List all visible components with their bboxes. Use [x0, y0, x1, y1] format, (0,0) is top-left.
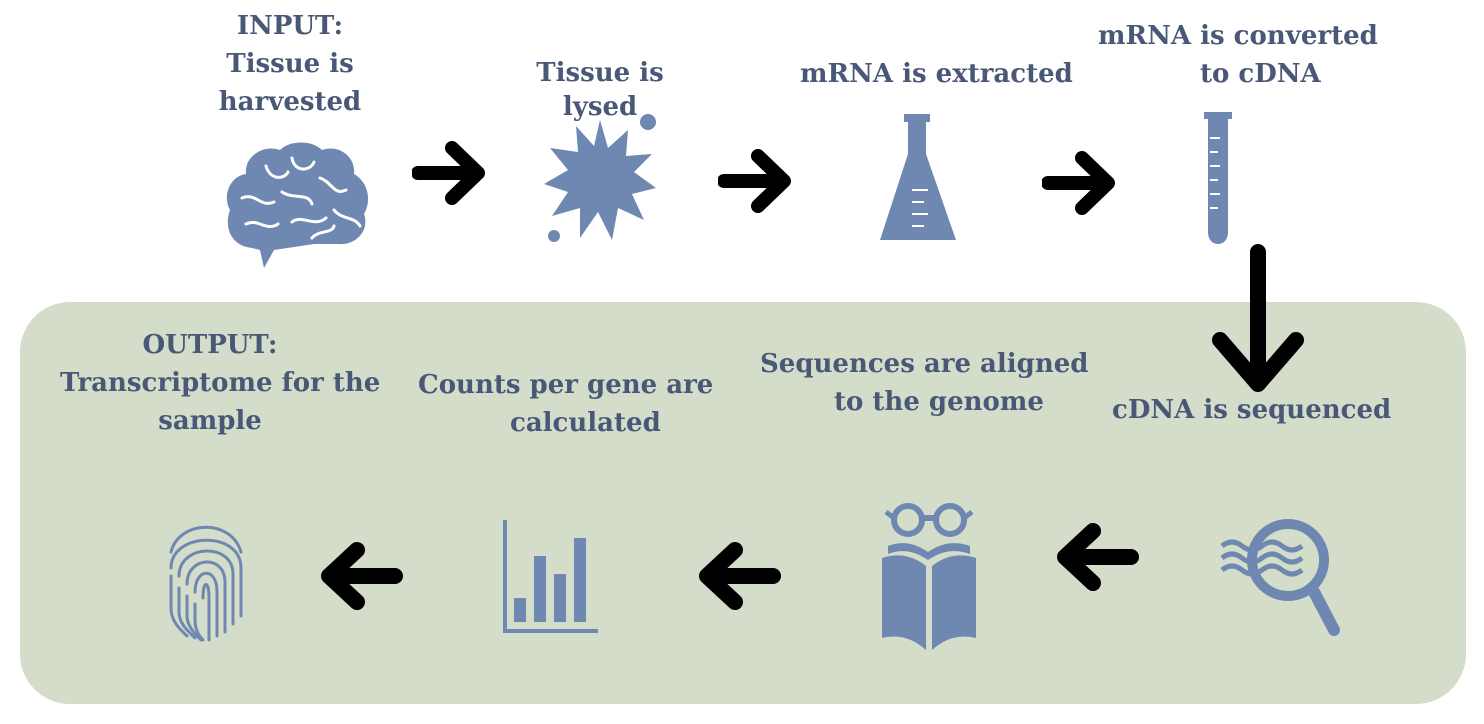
label-line: cDNA is sequenced	[1112, 395, 1392, 425]
arrow-left-icon	[1053, 521, 1139, 593]
label-line: mRNA is converted	[1098, 21, 1378, 51]
label-line: lysed	[562, 92, 638, 122]
arrow-left-icon	[695, 540, 781, 612]
arrow-left-icon	[317, 540, 403, 612]
label-line: sample	[158, 406, 262, 436]
fingerprint-icon	[165, 512, 247, 644]
flask-icon	[874, 110, 964, 246]
step-label-extraction: mRNA is extracted	[800, 55, 1073, 93]
label-line: harvested	[218, 87, 362, 117]
arrow-right-icon	[718, 146, 794, 216]
label-line: Sequences are aligned	[760, 349, 1089, 379]
book-reader-icon	[878, 498, 980, 652]
label-line: OUTPUT:	[142, 330, 278, 360]
step-label-sequencing: cDNA is sequenced	[1112, 391, 1391, 429]
step-label-counting: Counts per gene are calculated	[418, 366, 713, 442]
arrow-down-icon	[1210, 244, 1306, 396]
label-line: mRNA is extracted	[800, 59, 1073, 89]
label-line: Transcriptome for the	[60, 368, 381, 398]
label-line: Tissue is	[536, 58, 664, 88]
arrow-right-icon	[412, 138, 488, 208]
step-label-harvest: INPUT: Tissue is harvested	[205, 7, 375, 121]
magnifier-icon	[1218, 512, 1344, 638]
label-line: Counts per gene are	[418, 370, 714, 400]
step-label-output: OUTPUT: Transcriptome for the sample	[60, 326, 381, 440]
brain-icon	[222, 138, 372, 273]
splat-icon	[540, 108, 660, 248]
label-line: INPUT:	[236, 11, 344, 41]
test-tube-icon	[1200, 108, 1236, 248]
step-label-alignment: Sequences are aligned to the genome	[760, 345, 1088, 421]
label-line: Tissue is	[226, 49, 354, 79]
label-line: to the genome	[834, 387, 1044, 417]
arrow-right-icon	[1042, 148, 1118, 218]
label-line: calculated	[510, 408, 661, 438]
step-label-lysis: Tissue is lysed	[515, 56, 685, 124]
step-label-conversion: mRNA is converted to cDNA	[1098, 17, 1378, 93]
bar-chart-icon	[500, 518, 600, 636]
label-line: to cDNA	[1200, 59, 1321, 89]
output-panel	[20, 302, 1466, 704]
